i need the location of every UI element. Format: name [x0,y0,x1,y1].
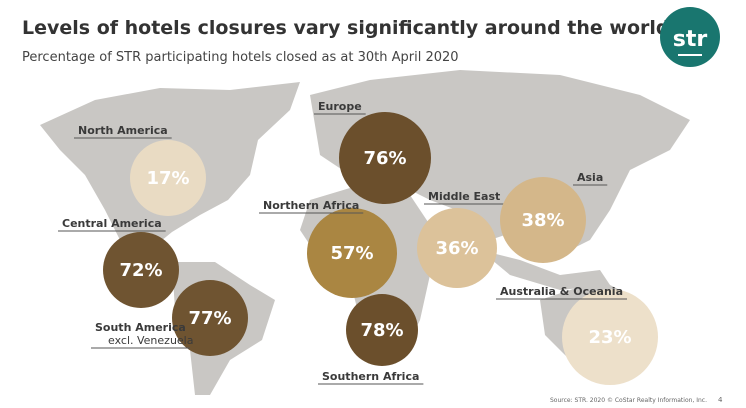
region-label: Southern Africa [322,370,419,383]
region-label: Australia & Oceania [500,285,623,298]
region-value: 38% [521,210,564,231]
region-value: 76% [363,148,406,169]
region-note: excl. Venezuela [108,334,193,347]
region-value: 78% [360,320,403,341]
region-value: 17% [146,168,189,189]
source: Source: STR. 2020 © CoStar Realty Inform… [550,397,707,404]
region-bubble [417,208,497,288]
region-bubble [172,280,248,356]
region-label: South America [95,321,186,334]
region-value: 72% [119,260,162,281]
region-bubble [562,289,658,385]
page-number: 4 [718,396,723,404]
region-value: 57% [330,243,373,264]
region-bubble [103,232,179,308]
region-label: Asia [577,171,603,184]
title: Levels of hotels closures vary significa… [22,17,670,39]
region-value: 23% [588,327,631,348]
logo [660,7,720,67]
region-bubble [130,140,206,216]
region-label: Northern Africa [263,199,359,212]
subtitle: Percentage of STR participating hotels c… [22,50,459,65]
region-label: Central America [62,217,162,230]
region-value: 77% [188,308,231,329]
region-bubble [500,177,586,263]
region-value: 36% [435,238,478,259]
region-bubble [307,208,397,298]
region-bubble [339,112,431,204]
region-label: Middle East [428,190,500,203]
region-bubble [346,294,418,366]
logo-text: str [673,27,708,52]
region-label: North America [78,124,168,137]
region-label: Europe [318,100,362,113]
